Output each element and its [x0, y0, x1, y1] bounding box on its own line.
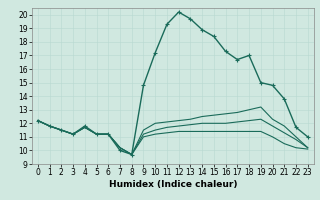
- X-axis label: Humidex (Indice chaleur): Humidex (Indice chaleur): [108, 180, 237, 189]
